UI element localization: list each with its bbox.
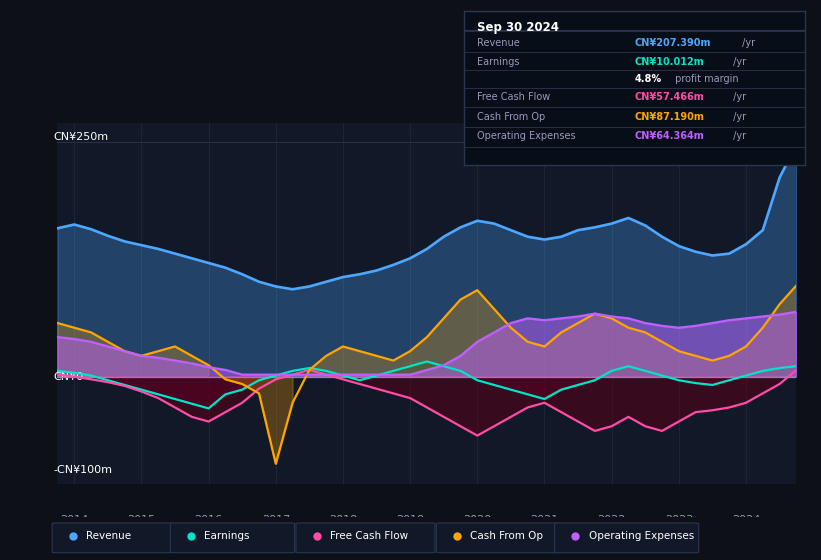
FancyBboxPatch shape (53, 523, 174, 553)
Text: CN¥207.390m: CN¥207.390m (635, 38, 711, 48)
FancyBboxPatch shape (555, 523, 699, 553)
Text: 4.8%: 4.8% (635, 74, 662, 84)
Text: CN¥250m: CN¥250m (54, 132, 109, 142)
Text: CN¥57.466m: CN¥57.466m (635, 92, 704, 102)
Text: CN¥0: CN¥0 (54, 371, 84, 381)
FancyBboxPatch shape (437, 523, 561, 553)
Text: /yr: /yr (730, 111, 745, 122)
FancyBboxPatch shape (171, 523, 295, 553)
Text: Free Cash Flow: Free Cash Flow (478, 92, 551, 102)
Text: Revenue: Revenue (478, 38, 521, 48)
Text: Free Cash Flow: Free Cash Flow (330, 531, 408, 541)
Text: CN¥87.190m: CN¥87.190m (635, 111, 704, 122)
Text: Cash From Op: Cash From Op (478, 111, 546, 122)
Text: profit margin: profit margin (672, 74, 739, 84)
Text: Operating Expenses: Operating Expenses (589, 531, 694, 541)
Text: CN¥10.012m: CN¥10.012m (635, 57, 704, 67)
Text: CN¥64.364m: CN¥64.364m (635, 131, 704, 141)
Text: Operating Expenses: Operating Expenses (478, 131, 576, 141)
Text: /yr: /yr (730, 131, 745, 141)
Text: Earnings: Earnings (204, 531, 250, 541)
Text: /yr: /yr (730, 92, 745, 102)
Text: Earnings: Earnings (478, 57, 520, 67)
Text: /yr: /yr (730, 57, 745, 67)
Text: /yr: /yr (739, 38, 755, 48)
Text: Revenue: Revenue (86, 531, 131, 541)
Text: -CN¥100m: -CN¥100m (54, 465, 112, 475)
Text: Sep 30 2024: Sep 30 2024 (478, 21, 559, 34)
Text: Cash From Op: Cash From Op (470, 531, 544, 541)
FancyBboxPatch shape (296, 523, 435, 553)
